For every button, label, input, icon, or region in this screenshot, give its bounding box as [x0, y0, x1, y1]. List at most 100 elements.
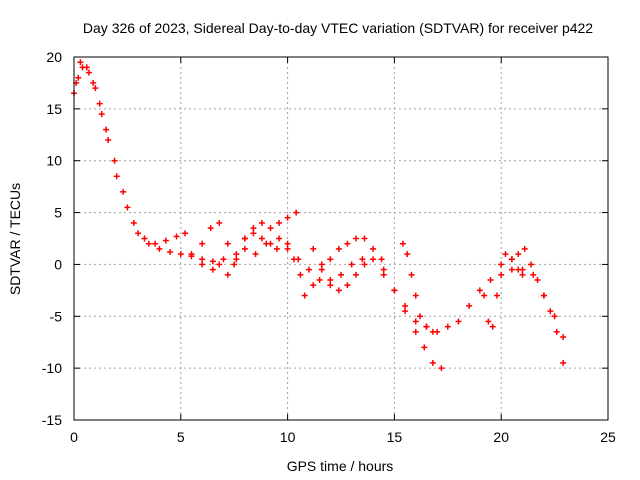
data-point [540, 292, 547, 299]
data-point [162, 237, 169, 244]
data-point [224, 271, 231, 278]
data-point [267, 240, 274, 247]
data-point [83, 64, 90, 71]
data-point [547, 308, 554, 315]
data-point [152, 240, 159, 247]
data-point [508, 256, 515, 263]
data-point [258, 219, 265, 226]
data-point [515, 251, 522, 258]
data-point [553, 328, 560, 335]
data-point [380, 266, 387, 273]
data-point [252, 251, 259, 258]
data-point [530, 271, 537, 278]
series-track-a [71, 64, 216, 265]
y-tick-label: 0 [54, 256, 62, 272]
x-tick-label: 0 [70, 429, 78, 445]
data-point [402, 302, 409, 309]
data-point [233, 251, 240, 258]
x-tick-label: 15 [387, 429, 403, 445]
data-point [241, 235, 248, 242]
x-tick-label: 25 [600, 429, 616, 445]
data-point [344, 282, 351, 289]
data-point [429, 359, 436, 366]
data-point [444, 323, 451, 330]
data-point [327, 282, 334, 289]
data-point [291, 256, 298, 263]
data-point [207, 225, 214, 232]
data-point [305, 266, 312, 273]
x-tick-label: 5 [177, 429, 185, 445]
data-point [423, 323, 430, 330]
data-point [103, 126, 110, 133]
data-point [560, 334, 567, 341]
data-point [412, 318, 419, 325]
data-point [177, 251, 184, 258]
data-point [75, 74, 82, 81]
data-point [220, 256, 227, 263]
data-point [92, 85, 99, 92]
data-point [98, 111, 105, 118]
data-point [412, 328, 419, 335]
y-tick-label: 15 [46, 101, 62, 117]
series-track-b [73, 59, 189, 247]
data-point [284, 240, 291, 247]
data-point [380, 271, 387, 278]
data-point [560, 359, 567, 366]
data-point [233, 256, 240, 263]
y-tick-label: 10 [46, 153, 62, 169]
data-point [361, 235, 368, 242]
series-track-k [508, 245, 567, 366]
series-track-d [199, 209, 300, 263]
data-point [135, 230, 142, 237]
data-point [429, 328, 436, 335]
data-point [267, 225, 274, 232]
data-point [498, 271, 505, 278]
data-point [182, 230, 189, 237]
data-point [90, 79, 97, 86]
data-point [361, 261, 368, 268]
data-point [352, 271, 359, 278]
data-point [216, 219, 223, 226]
data-point [145, 240, 152, 247]
series-track-f [291, 235, 385, 299]
data-point [250, 225, 257, 232]
data-point [188, 251, 195, 258]
data-point [85, 69, 92, 76]
data-point [310, 282, 317, 289]
data-point [338, 271, 344, 278]
data-point [327, 276, 334, 283]
data-point [173, 233, 180, 240]
data-point [96, 100, 103, 107]
data-point [297, 271, 304, 278]
y-tick-label: 5 [54, 205, 62, 221]
data-point [231, 261, 238, 268]
data-point [412, 292, 419, 299]
data-point [528, 261, 535, 268]
data-point [487, 276, 494, 283]
series-track-h [380, 266, 445, 372]
data-point [352, 235, 359, 242]
data-point [391, 287, 398, 294]
data-point [493, 292, 500, 299]
data-point [130, 219, 137, 226]
data-point [489, 323, 496, 330]
data-point [498, 261, 505, 268]
data-point [156, 245, 163, 252]
data-point [466, 302, 473, 309]
data-point [199, 240, 206, 247]
x-tick-label: 20 [493, 429, 509, 445]
data-point [167, 248, 174, 255]
data-point [105, 136, 112, 143]
data-point [455, 318, 462, 325]
data-point [241, 245, 248, 252]
data-point [216, 261, 223, 268]
data-point [521, 245, 528, 252]
data-point [335, 245, 342, 252]
series-track-i [399, 240, 436, 335]
data-point [316, 276, 323, 283]
data-point [276, 235, 283, 242]
data-points [71, 59, 567, 372]
data-point [348, 261, 355, 268]
data-point [77, 59, 84, 66]
data-point [359, 256, 366, 263]
